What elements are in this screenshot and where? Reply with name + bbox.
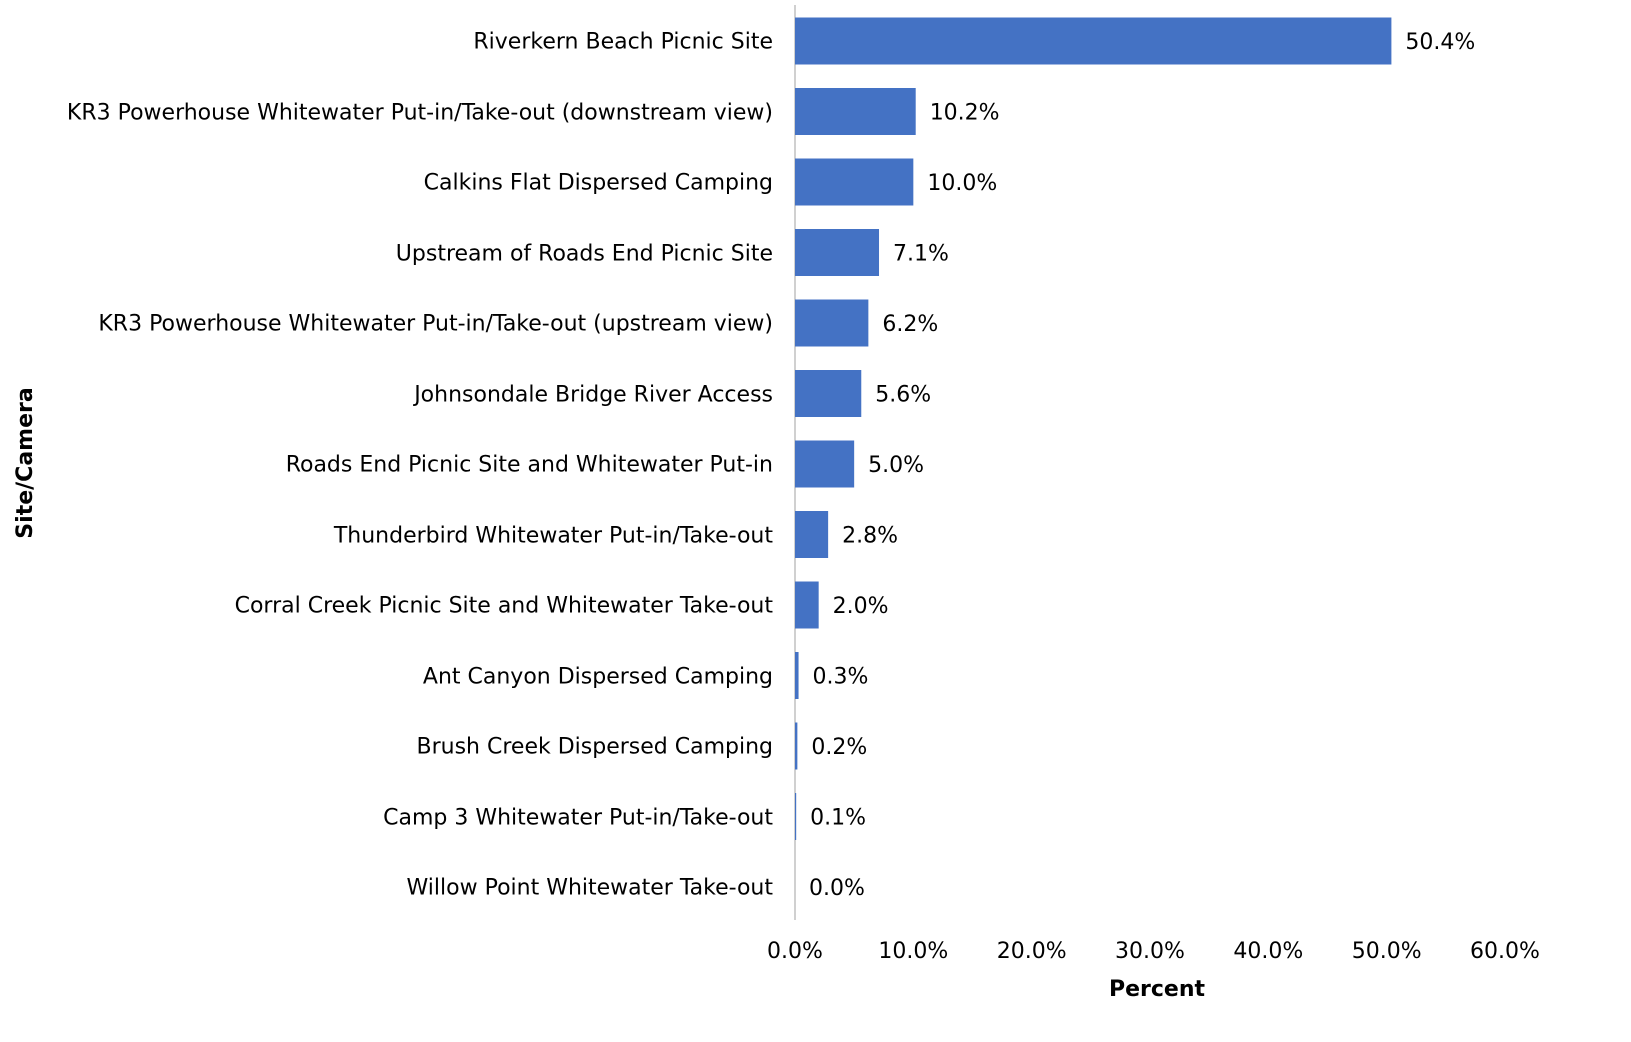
bar xyxy=(795,722,798,770)
data-label: 6.2% xyxy=(882,312,938,337)
data-label: 0.3% xyxy=(813,665,869,690)
bar xyxy=(795,793,797,840)
bar xyxy=(795,652,799,699)
bar xyxy=(795,158,914,206)
y-tick-label: Camp 3 Whitewater Put-in/Take-out xyxy=(383,805,773,830)
data-label: 10.0% xyxy=(927,171,997,196)
bar xyxy=(795,440,855,488)
data-label: 0.2% xyxy=(811,735,867,760)
bar xyxy=(795,581,819,629)
x-tick-label: 30.0% xyxy=(1115,939,1185,964)
y-tick-label: Willow Point Whitewater Take-out xyxy=(406,875,773,901)
bar xyxy=(795,88,916,135)
y-tick-label: KR3 Powerhouse Whitewater Put-in/Take-ou… xyxy=(66,100,773,125)
data-label: 5.6% xyxy=(875,383,931,408)
y-tick-label: Johnsondale Bridge River Access xyxy=(414,382,773,407)
y-axis-title: Site/Camera xyxy=(13,387,38,538)
x-axis-title: Percent xyxy=(1109,977,1206,1002)
y-tick-label: Roads End Picnic Site and Whitewater Put… xyxy=(285,452,773,478)
y-tick-label: Upstream of Roads End Picnic Site xyxy=(395,241,773,266)
data-label: 7.1% xyxy=(893,242,949,267)
x-tick-label: 20.0% xyxy=(997,939,1067,964)
data-label: 0.0% xyxy=(809,876,865,901)
x-tick-label: 40.0% xyxy=(1233,939,1303,964)
y-tick-label: Riverkern Beach Picnic Site xyxy=(473,29,773,55)
y-tick-label: Ant Canyon Dispersed Camping xyxy=(422,664,773,689)
data-label: 2.8% xyxy=(842,524,898,549)
bar xyxy=(795,511,829,558)
bar xyxy=(795,229,880,276)
y-tick-label: Calkins Flat Dispersed Camping xyxy=(423,170,773,196)
y-tick-label: Brush Creek Dispersed Camping xyxy=(416,734,773,760)
y-tick-label: Thunderbird Whitewater Put-in/Take-out xyxy=(333,523,773,548)
x-tick-label: 60.0% xyxy=(1470,939,1540,964)
bar xyxy=(795,17,1392,65)
x-tick-label: 10.0% xyxy=(878,939,948,964)
y-tick-label: KR3 Powerhouse Whitewater Put-in/Take-ou… xyxy=(98,311,773,337)
bar xyxy=(795,299,869,347)
data-label: 2.0% xyxy=(833,594,889,619)
y-tick-label: Corral Creek Picnic Site and Whitewater … xyxy=(234,593,773,619)
x-tick-label: 0.0% xyxy=(767,939,823,964)
data-label: 5.0% xyxy=(868,453,924,478)
data-label: 10.2% xyxy=(930,101,1000,126)
data-label: 50.4% xyxy=(1405,30,1475,55)
bar xyxy=(795,370,862,417)
x-tick-label: 50.0% xyxy=(1352,939,1422,964)
data-label: 0.1% xyxy=(810,806,866,831)
